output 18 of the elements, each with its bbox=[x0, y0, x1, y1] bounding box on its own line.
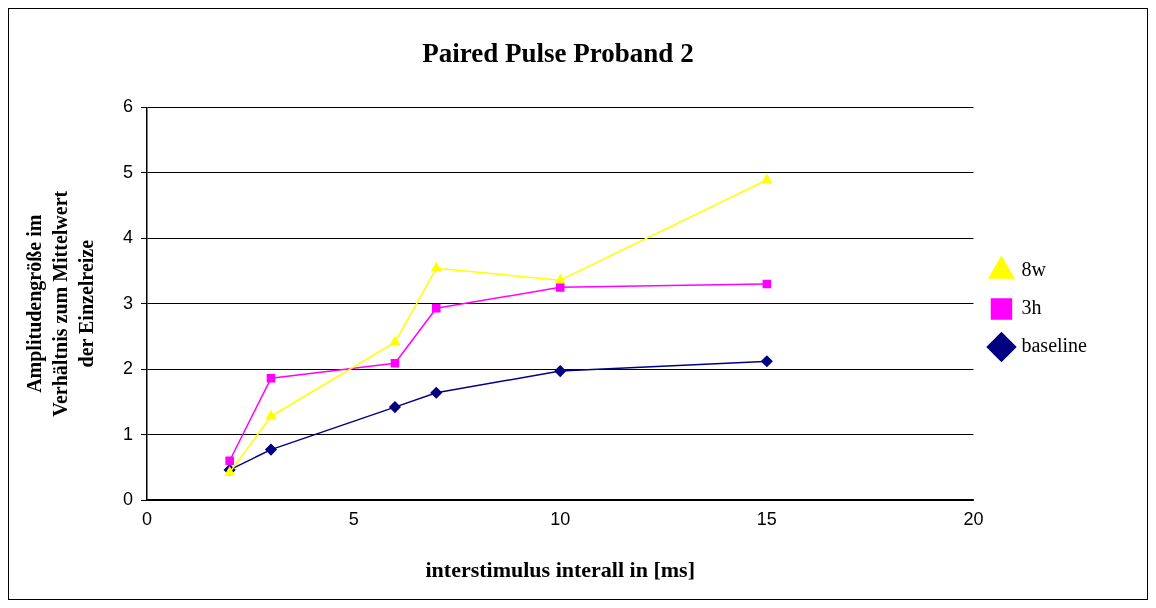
x-tick-label: 0 bbox=[142, 508, 153, 529]
legend-label: baseline bbox=[1021, 334, 1088, 357]
legend-label: 3h bbox=[1021, 296, 1042, 319]
y-tick-label: 2 bbox=[123, 358, 134, 379]
x-tick-label: 5 bbox=[348, 508, 359, 529]
x-axis-title: interstimulus interall in [ms] bbox=[425, 557, 695, 583]
x-tick-label: 10 bbox=[550, 508, 571, 529]
x-tick-label: 20 bbox=[963, 508, 984, 529]
y-tick-label: 4 bbox=[123, 227, 134, 248]
y-tick-label: 0 bbox=[123, 488, 134, 509]
chart-title: Paired Pulse Proband 2 bbox=[422, 38, 694, 69]
y-axis-title: Amplitudengröße im Verhältnis zum Mittelwert der Einzelreize bbox=[23, 190, 98, 417]
y-tick-label: 6 bbox=[123, 96, 134, 117]
y-tick-label: 5 bbox=[123, 161, 134, 182]
y-tick-label: 3 bbox=[123, 292, 134, 313]
legend-label: 8w bbox=[1021, 258, 1047, 281]
x-tick-label: 15 bbox=[756, 508, 777, 529]
y-tick-label: 1 bbox=[123, 423, 134, 444]
